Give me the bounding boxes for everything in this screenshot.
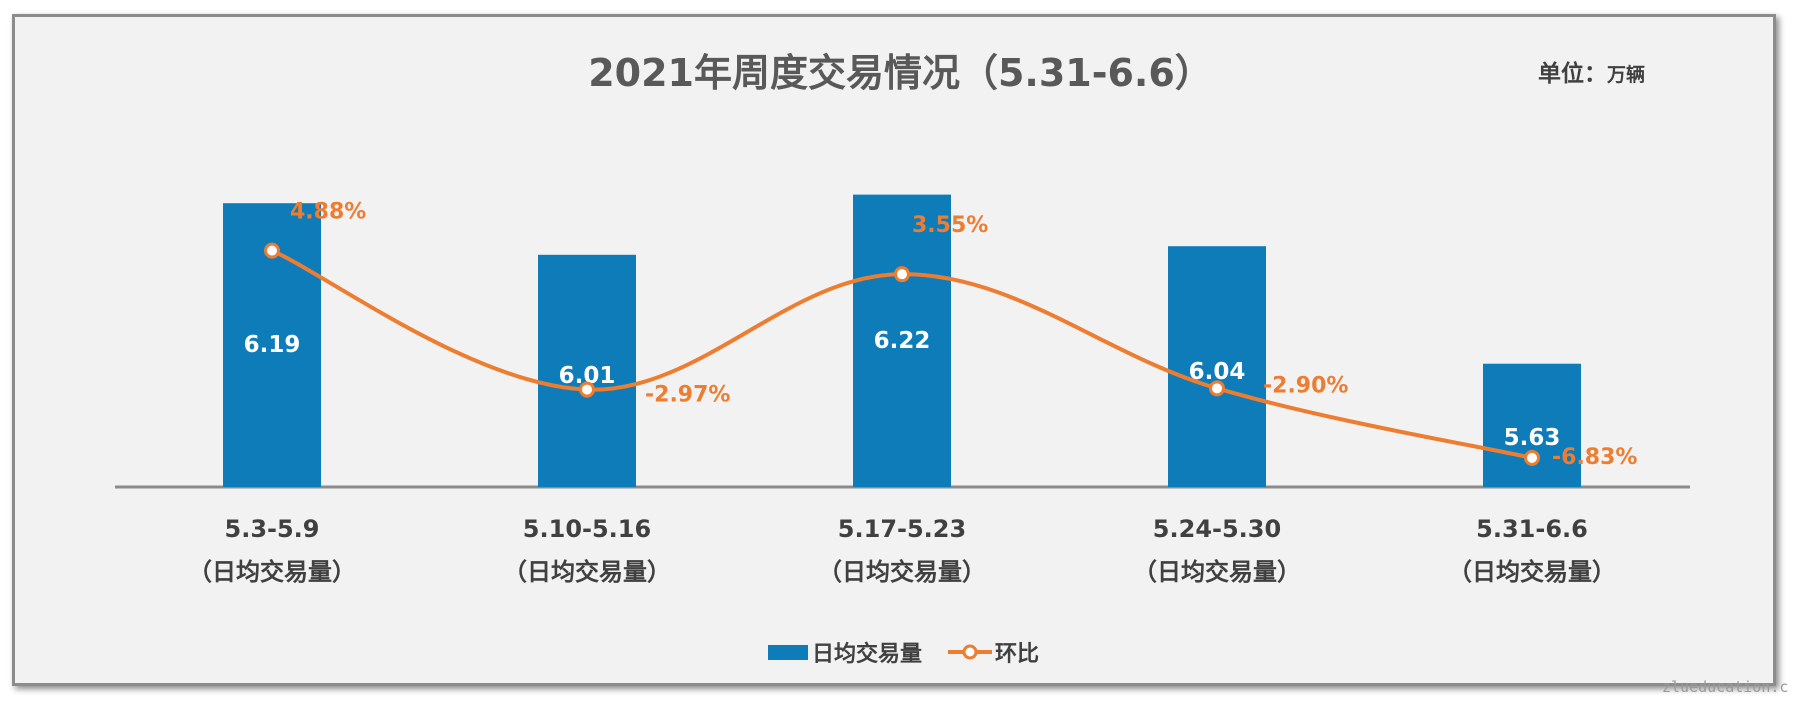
- x-tick-sublabel: （日均交易量）: [503, 558, 671, 586]
- x-tick-sublabel: （日均交易量）: [1133, 558, 1301, 586]
- x-tick-label: 5.24-5.30: [1153, 515, 1281, 543]
- unit-label-text: 单位: [1538, 61, 1584, 87]
- bar-4: [1168, 246, 1266, 487]
- x-tick-label: 5.17-5.23: [838, 515, 966, 543]
- bar-3: [853, 194, 951, 487]
- line-point-5: [1524, 449, 1540, 466]
- line-value-label: -6.83%: [1552, 445, 1637, 470]
- line-value-label: 3.55%: [912, 213, 988, 238]
- chart-title: 2021年周度交易情况（5.31-6.6）: [588, 51, 1213, 95]
- x-tick-label: 5.3-5.9: [225, 515, 320, 543]
- line-point-2: [579, 381, 595, 398]
- line-value-label: -2.97%: [645, 383, 730, 408]
- legend-bar-label: 日均交易量: [812, 641, 922, 667]
- x-tick-sublabel: （日均交易量）: [188, 558, 356, 586]
- legend-bar-swatch: [768, 645, 808, 660]
- bar-2: [538, 254, 636, 487]
- x-tick-sublabel: （日均交易量）: [1448, 558, 1616, 586]
- line-value-label: -2.90%: [1263, 373, 1348, 398]
- unit-label: 单位：万辆: [1538, 61, 1646, 87]
- bar-5: [1483, 363, 1581, 487]
- line-point-4: [1209, 380, 1225, 397]
- watermark-text: zlueducation.c: [1662, 678, 1789, 696]
- legend-line-label: 环比: [995, 642, 1039, 667]
- x-tick-label: 5.31-6.6: [1476, 515, 1588, 543]
- bar-value-label: 6.19: [244, 332, 301, 358]
- x-tick-sublabel: （日均交易量）: [818, 558, 986, 586]
- line-point-1: [264, 242, 280, 259]
- bar-value-label: 5.63: [1504, 425, 1561, 451]
- line-point-3: [894, 266, 910, 283]
- line-value-label: 4.88%: [290, 200, 366, 225]
- x-tick-label: 5.10-5.16: [523, 515, 651, 543]
- legend-line-marker: [962, 644, 978, 660]
- unit-value: 万辆: [1607, 64, 1646, 86]
- bar-value-label: 6.22: [874, 328, 931, 354]
